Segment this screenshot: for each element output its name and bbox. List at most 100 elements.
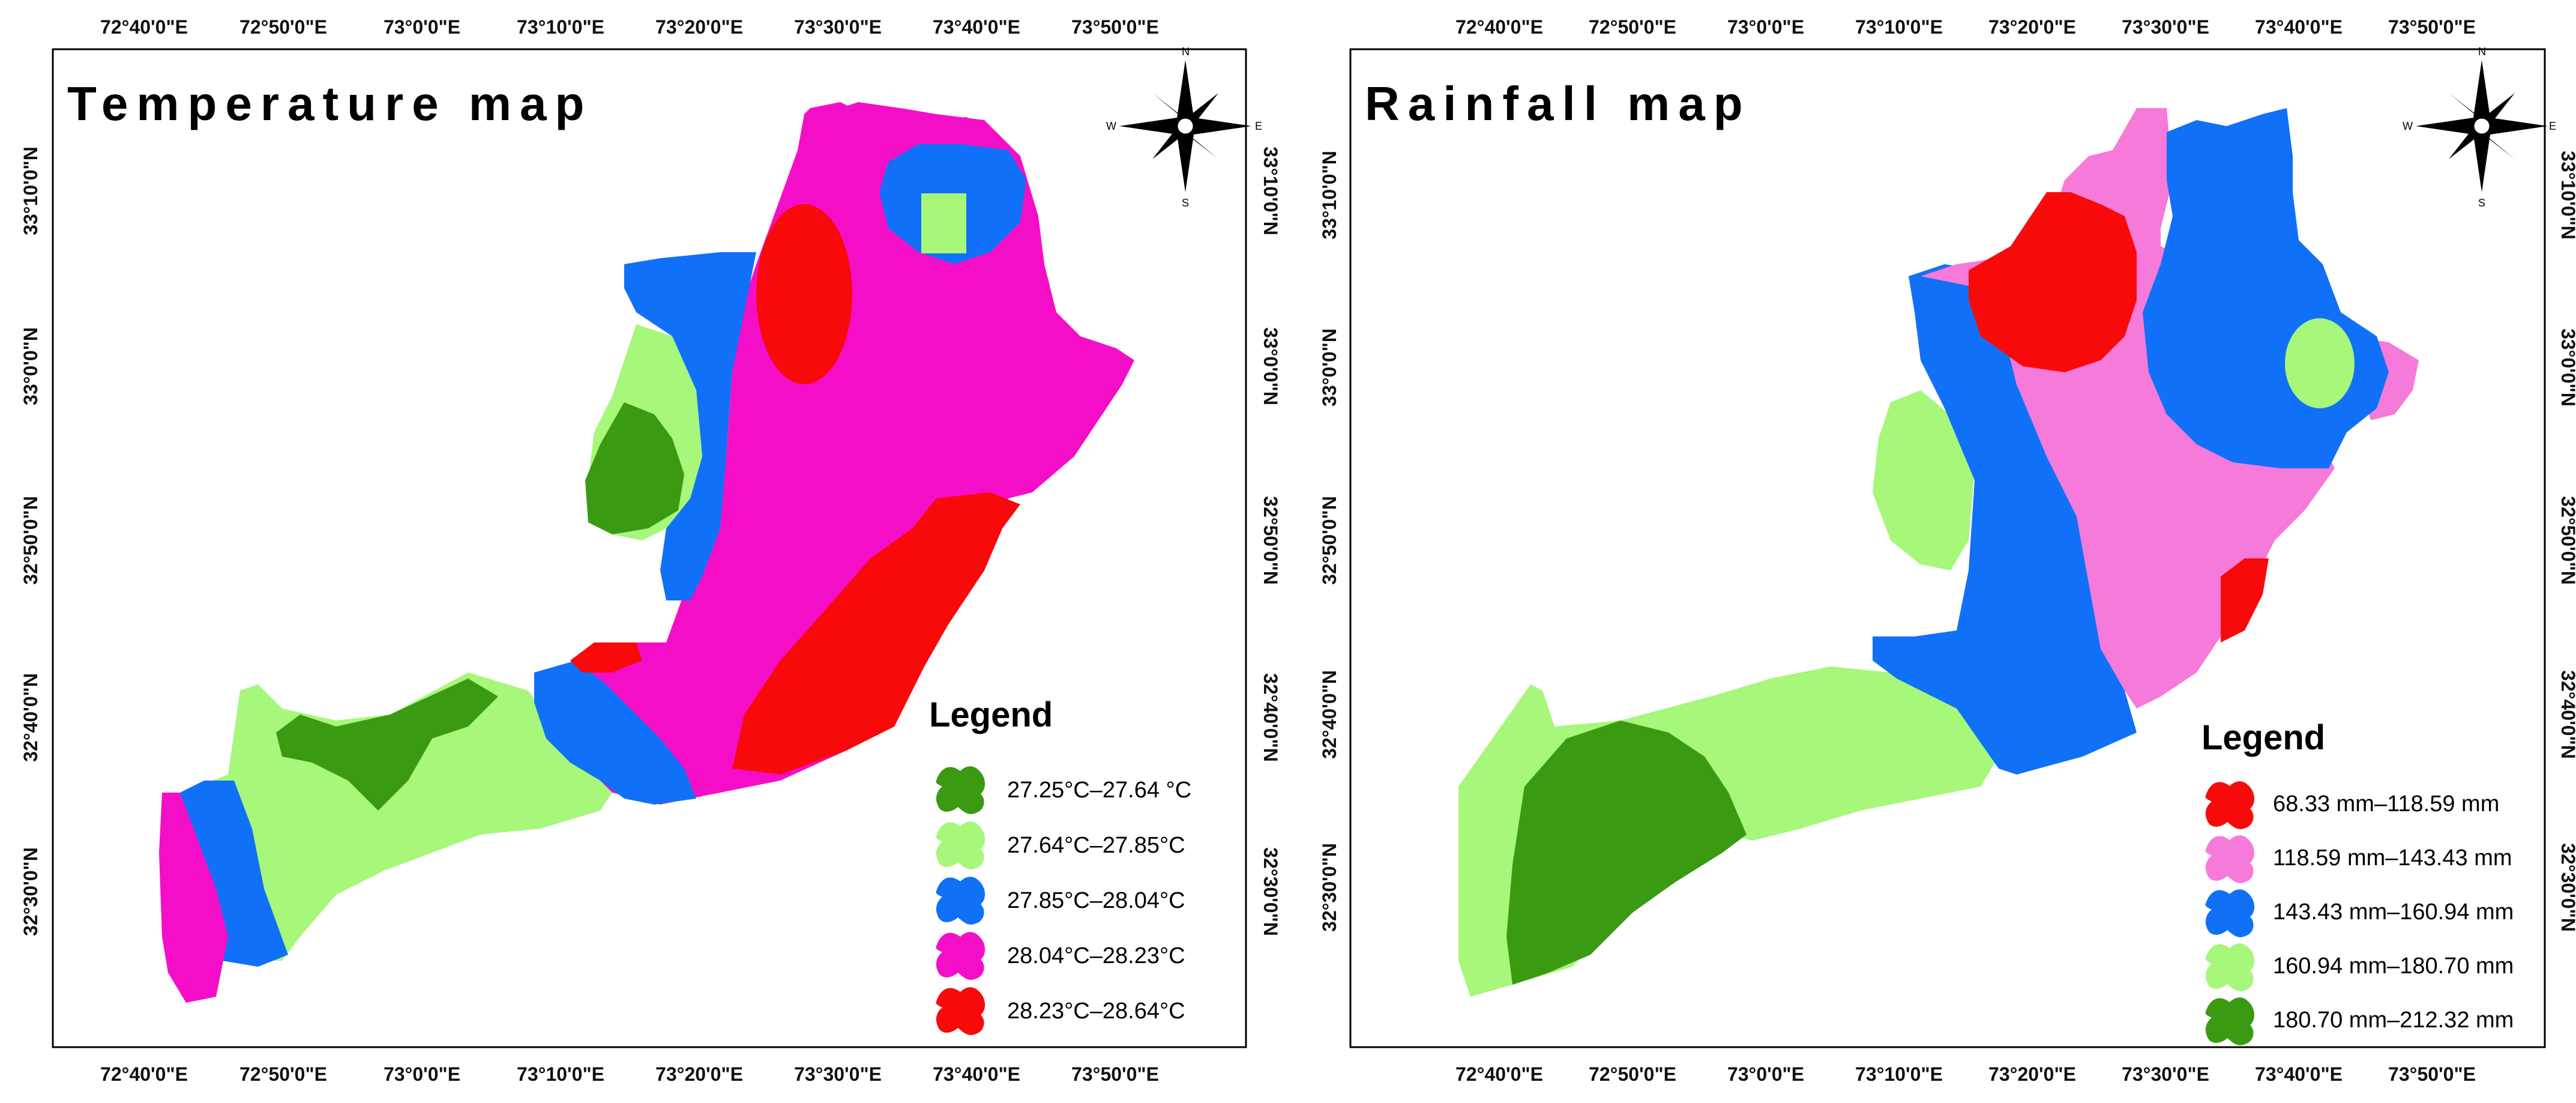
region-dark-green <box>276 678 498 811</box>
bottom-axis-ticks: 72°40'0"E 72°50'0"E 73°0'0"E 73°10'0"E 7… <box>1455 1063 2476 1085</box>
tick-label: 33°10'0"N <box>1260 147 1281 235</box>
legend-item: 68.33 mm–118.59 mm <box>2205 781 2499 829</box>
legend-swatch <box>936 932 986 980</box>
legend-label: 68.33 mm–118.59 mm <box>2273 791 2499 817</box>
compass-rose-icon: N E W S <box>2403 46 2556 209</box>
tick-label: 72°40'0"E <box>100 16 188 38</box>
tick-label: 73°10'0"E <box>517 1063 604 1085</box>
legend-item: 27.25°C–27.64 °C <box>936 766 1191 814</box>
tick-label: 72°40'0"E <box>1455 16 1543 38</box>
tick-label: 72°40'0"E <box>1455 1063 1543 1085</box>
legend-label: 160.94 mm–180.70 mm <box>2273 953 2514 979</box>
map-title: Rainfall map <box>1365 77 1751 130</box>
tick-label: 32°40'0"N <box>1260 673 1281 762</box>
legend-label: 28.04°C–28.23°C <box>1007 943 1185 969</box>
legend-swatch <box>2205 889 2255 937</box>
legend-item: 27.64°C–27.85°C <box>936 821 1185 869</box>
tick-label: 33°0'0"N <box>1260 327 1281 405</box>
tick-label: 73°20'0"E <box>655 16 743 38</box>
tick-label: 33°10'0"N <box>2557 151 2576 240</box>
compass-rose-icon: N E W S <box>1106 46 1262 209</box>
legend-label: 27.85°C–28.04°C <box>1007 888 1185 913</box>
legend-item: 180.70 mm–212.32 mm <box>2205 997 2514 1045</box>
tick-label: 73°0'0"E <box>1727 1063 1804 1085</box>
compass-west: W <box>1106 120 1116 132</box>
bottom-axis-ticks: 72°40'0"E 72°50'0"E 73°0'0"E 73°10'0"E 7… <box>100 1063 1159 1085</box>
legend-title: Legend <box>2201 718 2325 757</box>
legend-label: 180.70 mm–212.32 mm <box>2273 1008 2514 1033</box>
tick-label: 73°50'0"E <box>1071 16 1159 38</box>
region-red-east <box>2221 558 2269 642</box>
tick-label: 73°50'0"E <box>2388 1063 2476 1085</box>
tick-label: 73°10'0"E <box>1855 1063 1943 1085</box>
region-red-southeast <box>732 492 1020 775</box>
compass-east: E <box>1255 120 1262 132</box>
legend-swatch <box>2205 781 2255 829</box>
region-red-north <box>756 204 852 384</box>
tick-label: 32°50'0"N <box>20 496 41 585</box>
tick-label: 73°0'0"E <box>384 16 460 38</box>
tick-label: 73°30'0"E <box>2122 16 2209 38</box>
tick-label: 33°10'0"N <box>1319 151 1340 240</box>
legend-item: 28.23°C–28.64°C <box>936 987 1185 1035</box>
tick-label: 73°0'0"E <box>384 1063 460 1085</box>
tick-label: 73°30'0"E <box>794 1063 882 1085</box>
temperature-map-body <box>159 102 1134 1003</box>
legend-swatch <box>936 821 986 869</box>
legend-item: 28.04°C–28.23°C <box>936 932 1185 980</box>
region-magenta-main <box>540 102 1134 805</box>
tick-label: 72°50'0"E <box>239 1063 327 1085</box>
legend-item: 143.43 mm–160.94 mm <box>2205 889 2514 937</box>
tick-label: 72°50'0"E <box>1589 1063 1676 1085</box>
tick-label: 33°0'0"N <box>20 327 41 405</box>
tick-label: 33°0'0"N <box>1319 328 1340 406</box>
legend-swatch <box>2205 997 2255 1045</box>
legend-swatch <box>936 766 986 814</box>
region-magenta-sw <box>159 793 228 1003</box>
tick-label: 73°30'0"E <box>794 16 882 38</box>
tick-label: 32°50'0"N <box>1319 496 1340 585</box>
legend-label: 143.43 mm–160.94 mm <box>2273 899 2514 925</box>
top-axis-ticks: 72°40'0"E 72°50'0"E 73°0'0"E 73°10'0"E 7… <box>1455 16 2476 38</box>
legend-swatch <box>936 987 986 1035</box>
legend: Legend 68.33 mm–118.59 mm 118.59 mm–143.… <box>2201 718 2514 1045</box>
compass-south: S <box>2478 197 2485 209</box>
tick-label: 73°20'0"E <box>1988 1063 2076 1085</box>
tick-label: 33°10'0"N <box>20 147 41 235</box>
tick-label: 73°10'0"E <box>1855 16 1943 38</box>
legend: Legend 27.25°C–27.64 °C 27.64°C–27.85°C … <box>929 695 1191 1035</box>
map-title: Temperature map <box>67 77 592 130</box>
tick-label: 32°50'0"N <box>1260 496 1281 585</box>
tick-label: 73°40'0"E <box>2255 1063 2343 1085</box>
legend-label: 27.64°C–27.85°C <box>1007 833 1185 858</box>
region-light-green-northeast <box>921 193 966 253</box>
tick-label: 32°50'0"N <box>2557 496 2576 585</box>
region-dark-green <box>1506 721 1747 985</box>
rainfall-map-panel: Rainfall map N E W S Legend 68.33 mm–118… <box>1319 16 2576 1085</box>
tick-label: 73°20'0"E <box>655 1063 743 1085</box>
tick-label: 73°50'0"E <box>2388 16 2476 38</box>
legend-swatch <box>2205 943 2255 991</box>
tick-label: 73°0'0"E <box>1727 16 1804 38</box>
tick-label: 73°50'0"E <box>1071 1063 1159 1085</box>
compass-north: N <box>1182 46 1190 58</box>
temperature-map-panel: Temperature map N E W S Legend 27.25°C–2… <box>20 16 1281 1085</box>
region-dark-green-west <box>585 402 684 534</box>
rainfall-map-body <box>1458 108 2419 997</box>
legend-item: 27.85°C–28.04°C <box>936 877 1185 925</box>
left-axis-ticks: 33°10'0"N 33°0'0"N 32°50'0"N 32°40'0"N 3… <box>20 147 41 936</box>
tick-label: 32°40'0"N <box>20 673 41 762</box>
compass-east: E <box>2549 120 2556 132</box>
tick-label: 32°30'0"N <box>1319 843 1340 932</box>
region-blue-band <box>1873 264 2137 775</box>
tick-label: 73°40'0"E <box>933 1063 1020 1085</box>
tick-label: 32°40'0"N <box>2557 670 2576 759</box>
left-axis-ticks: 33°10'0"N 33°0'0"N 32°50'0"N 32°40'0"N 3… <box>1319 151 1340 932</box>
tick-label: 32°30'0"N <box>2557 843 2576 932</box>
legend-swatch <box>2205 835 2255 883</box>
tick-label: 32°30'0"N <box>1260 847 1281 936</box>
right-axis-ticks: 33°10'0"N 33°0'0"N 32°50'0"N 32°40'0"N 3… <box>2557 151 2576 932</box>
region-light-green-west <box>1873 390 1975 570</box>
region-red-north <box>1969 192 2137 372</box>
